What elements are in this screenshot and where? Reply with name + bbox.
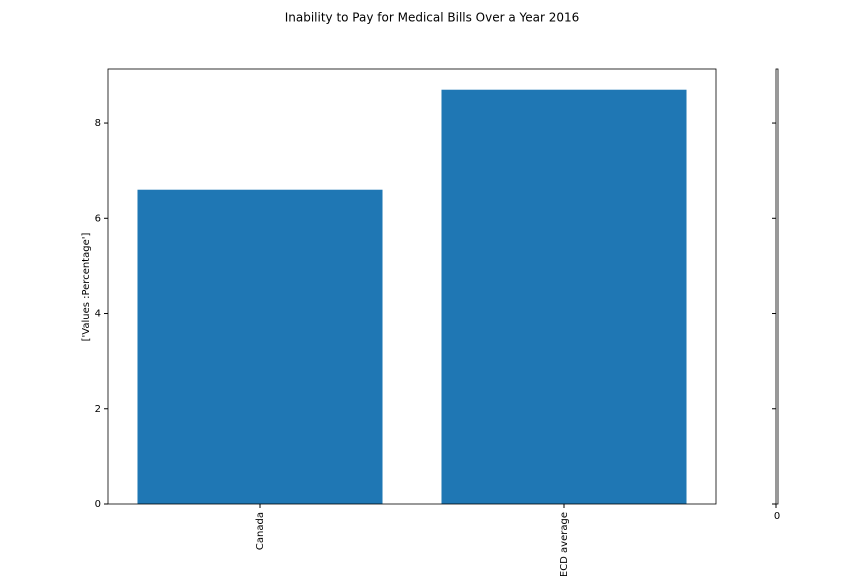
bar — [441, 89, 687, 504]
axes-frame — [775, 68, 779, 505]
y-axis-label: ['Values :Percentage'] — [81, 233, 92, 342]
x-tick-label: Canada — [255, 512, 266, 550]
y-tick-label: 8 — [95, 118, 101, 129]
x-tick-label: OECD average — [559, 512, 570, 576]
bar — [137, 189, 383, 504]
y-tick-label: 2 — [95, 404, 101, 415]
y-tick-label: 6 — [95, 213, 101, 224]
y-tick-label: 4 — [95, 309, 101, 320]
axes-frame — [107, 68, 717, 505]
chart-title: Inability to Pay for Medical Bills Over … — [285, 11, 580, 25]
x-tick-label: 0 — [774, 511, 780, 522]
y-tick-label: 0 — [95, 499, 101, 510]
